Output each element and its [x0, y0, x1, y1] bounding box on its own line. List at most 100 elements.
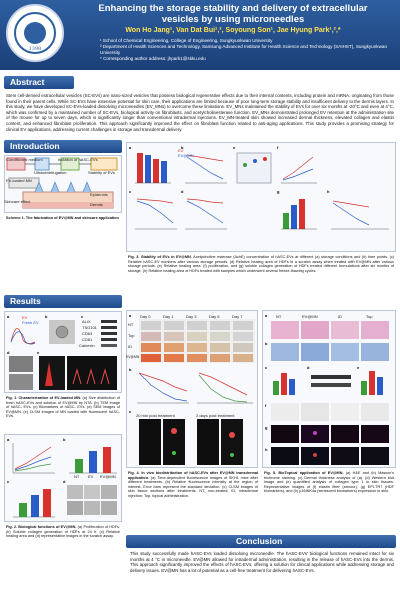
- fig4-label-b: b: [129, 367, 132, 372]
- fig1-caption-text: (a) Size distribution of fresh hASC-EVs …: [6, 396, 120, 419]
- figure-4: a b c: [126, 310, 258, 468]
- fig1-legend-fresh-ev: Fresh EV: [22, 320, 39, 325]
- fig4-time-2days: 2 days post treatment: [196, 413, 235, 418]
- fig5-label-b: b: [265, 341, 268, 346]
- fig3-label-d: d: [181, 189, 184, 194]
- figure-2: a b c d: [4, 434, 122, 522]
- fig4-day-3: Day 3: [186, 314, 197, 319]
- fig4-row-nt: NT: [128, 322, 134, 327]
- fig4-day-1: Day 1: [163, 314, 174, 319]
- fig4-caption-text: (a) Time-dependent fluorescence images o…: [128, 475, 258, 498]
- fig4-label-c: c: [129, 409, 132, 414]
- fig3-label-h: h: [327, 189, 330, 194]
- scheme-1-figure: [4, 155, 122, 213]
- fig4-row-top: Top: [128, 333, 135, 338]
- figure-1: a b c d e: [4, 311, 122, 393]
- fig5-label-g: g: [265, 425, 268, 430]
- fig4-day-0: Day 0: [140, 314, 151, 319]
- fig3-legend-evmn: EV@MN: [178, 153, 194, 158]
- figure-4-caption: Fig. 4. In vivo biodistribution of hASC-…: [128, 471, 258, 499]
- results-heading: Results: [4, 295, 122, 308]
- fig5-label-c: c: [265, 365, 268, 370]
- fig3-label-e: e: [233, 145, 236, 150]
- fig3-caption-title: Fig. 3. Stability of EVs in EV@MN.: [128, 255, 192, 259]
- fig5-label-e: e: [357, 365, 360, 370]
- poster-title: Enhancing the storage stability and deli…: [72, 3, 394, 25]
- fig3-label-b: b: [181, 145, 184, 150]
- fig1-marker-cd63: CD63: [82, 331, 93, 336]
- fig2-label-c: c: [7, 479, 10, 484]
- fig1-marker-calnexin: Calnexin: [79, 343, 95, 348]
- fig5-caption-text: (a) H&E and (b) Masson's trichrome stain…: [264, 471, 395, 494]
- fig1-label-e: e: [37, 350, 40, 355]
- scheme-label-ev-mn: EV-loaded MN: [6, 178, 32, 183]
- fig2-group-ev: EV: [88, 474, 94, 479]
- authors: Won Ho Jang¹, Van Dat Bui¹,², Soyoung So…: [125, 27, 341, 34]
- affiliation-2: ² Department of Health Sciences and Tech…: [100, 44, 388, 55]
- conclusion-heading: Conclusion: [126, 535, 396, 548]
- scheme-label-isolation: Isolation of hASC-EVs: [58, 157, 98, 162]
- scheme-label-skincare: Skincare effect: [4, 199, 31, 204]
- logo-year: 1398: [28, 46, 42, 52]
- affiliations: ¹ School of Chemical Engineering, Colleg…: [100, 38, 394, 62]
- fig4-label-a: a: [129, 313, 132, 318]
- fig2-group-nt: NT: [74, 474, 80, 479]
- fig5-col-evmn: EV@MN: [302, 314, 318, 319]
- fig1-legend-ev: EV: [22, 315, 28, 320]
- fig2-label-b: b: [63, 437, 66, 442]
- fig4-caption-title: Fig. 4. In vivo biodistribution of hASC-…: [128, 471, 258, 480]
- fig3-label-c: c: [129, 189, 132, 194]
- conclusion-text: This study successfully made hASC-EVs lo…: [130, 551, 394, 573]
- fig2-caption-title: Fig. 2. Biological functions of EV@MN.: [6, 525, 77, 529]
- fig1-label-d: d: [7, 350, 10, 355]
- abstract-text: Stem cell-derived extracellular vesicles…: [6, 93, 394, 132]
- fig1-label-b: b: [45, 314, 48, 319]
- fig2-label-a: a: [7, 437, 10, 442]
- affiliation-1: ¹ School of Chemical Engineering, Colleg…: [100, 38, 273, 43]
- fig3-label-f: f: [277, 145, 279, 150]
- figure-3: a b e f c d g: [126, 142, 396, 252]
- fig2-group-evmn: EV@MN: [100, 474, 116, 479]
- fig3-caption-text: Acetylcholine esterase (AchE) concentrat…: [128, 255, 394, 273]
- fig4-time-20min: 20 min post treatment: [136, 413, 175, 418]
- fig1-marker-alix: ALIX: [82, 319, 91, 324]
- fig5-label-d: d: [307, 365, 310, 370]
- fig5-col-top: Top: [366, 314, 373, 319]
- fig5-col-id: ID: [338, 314, 342, 319]
- fig3-legend-ev: EV: [178, 148, 184, 153]
- scheme-label-epidermis: Epidermis: [90, 192, 108, 197]
- fig1-label-a: a: [7, 314, 10, 319]
- fig5-label-f: f: [265, 403, 267, 408]
- scheme-label-conditioned-medium: Conditioned medium: [6, 157, 43, 162]
- fig1-caption-title: Fig. 1. Characterization of EV-loaded MN…: [6, 396, 82, 400]
- scheme-label-dermis: Dermis: [90, 202, 103, 207]
- fig4-day-7: Day 7: [232, 314, 243, 319]
- fig3-label-a: a: [129, 145, 132, 150]
- fig4-row-evmn: EV@MN: [126, 355, 140, 359]
- fig5-label-a: a: [265, 313, 268, 318]
- fig1-marker-cd81: CD81: [82, 337, 93, 342]
- poster-header: 1398 Enhancing the storage stability and…: [0, 0, 400, 70]
- abstract-heading: Abstract: [4, 76, 74, 89]
- scheme-1-caption: Scheme 1. The fabrication of EV@MN and s…: [6, 216, 119, 220]
- fig2-caption-text: (a) Proliferation of HDFs. (b) Soluble c…: [6, 525, 120, 539]
- fig5-label-h: h: [265, 447, 268, 452]
- scheme-label-stability: Stability of EVs: [88, 170, 115, 175]
- fig1-label-c: c: [81, 314, 84, 319]
- fig1-marker-tsg101: TSG101: [82, 325, 97, 330]
- title-line-2: vesicles by using microneedles: [161, 14, 305, 25]
- title-line-1: Enhancing the storage stability and deli…: [98, 3, 368, 14]
- figure-3-caption: Fig. 3. Stability of EVs in EV@MN. Acety…: [128, 255, 394, 273]
- figure-5-caption: Fig. 5. BioTopical application of EV@MN.…: [264, 471, 394, 494]
- figure-1-caption: Fig. 1. Characterization of EV-loaded MN…: [6, 396, 120, 419]
- fig2-label-d: d: [63, 479, 66, 484]
- fig4-row-id: ID: [128, 344, 132, 349]
- fig3-label-g: g: [277, 189, 280, 194]
- fig5-caption-title: Fig. 5. BioTopical application of EV@MN.: [264, 471, 344, 475]
- scheme-label-ultracentrifugation: Ultracentrifugation: [34, 170, 67, 175]
- university-logo: 1398: [6, 4, 64, 62]
- fig5-col-nt: NT: [276, 314, 282, 319]
- figure-5: a b c d e f g h: [262, 310, 396, 468]
- affiliation-3: * Corresponding author address: jhpark1@…: [100, 56, 206, 61]
